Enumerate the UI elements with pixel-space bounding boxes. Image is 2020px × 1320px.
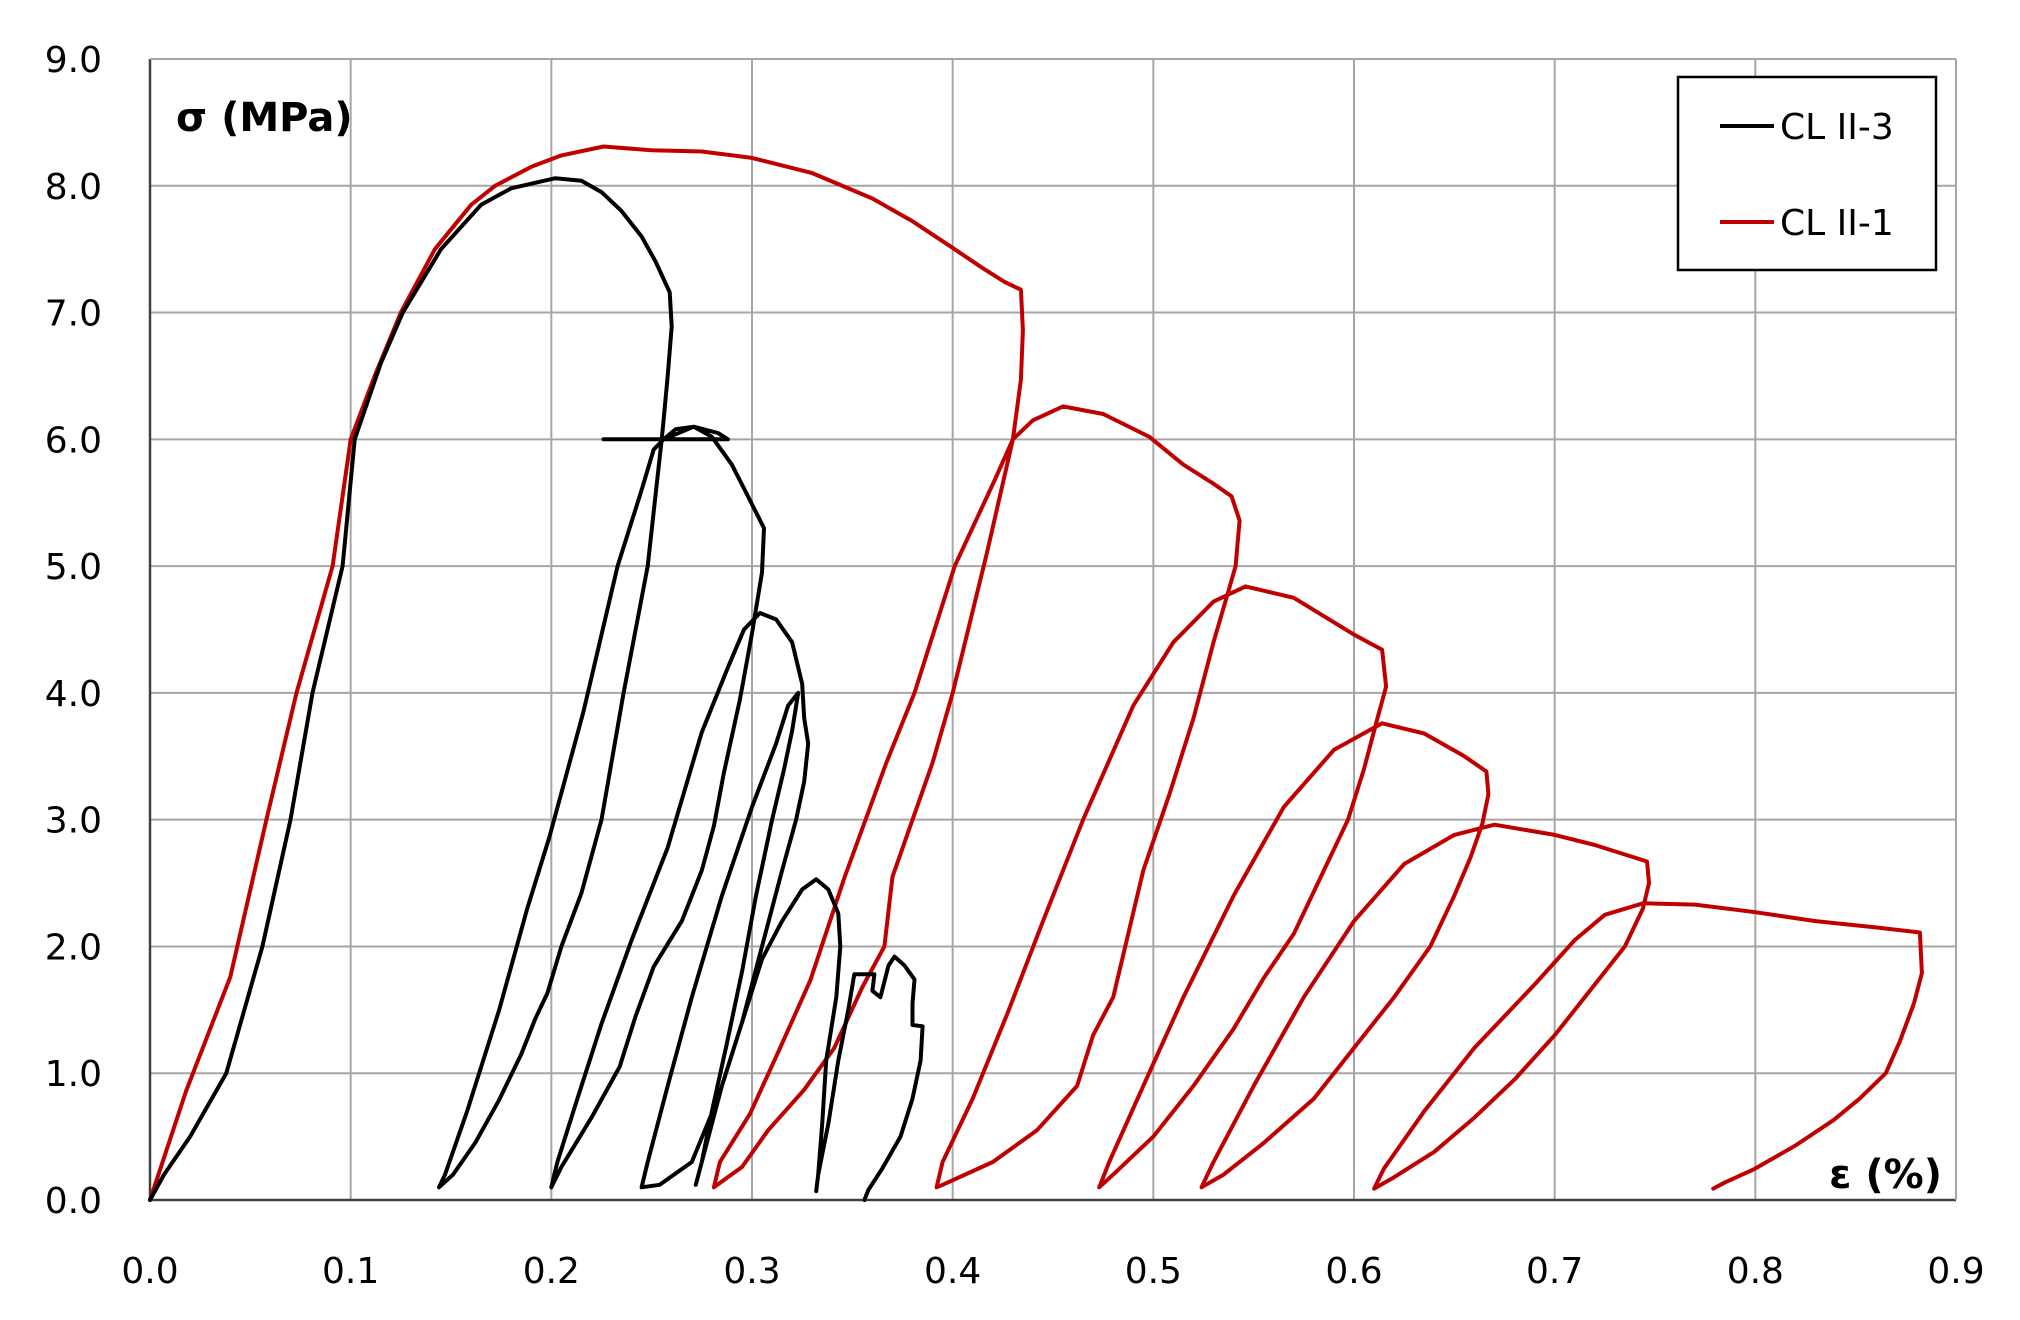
x-tick-label: 0.4 xyxy=(924,1251,981,1292)
x-tick-label: 0.7 xyxy=(1526,1251,1583,1292)
y-axis-title: σ (MPa) xyxy=(176,95,353,141)
x-axis-title: ε (%) xyxy=(1829,1152,1942,1198)
y-tick-label: 0.0 xyxy=(45,1181,102,1222)
y-tick-label: 2.0 xyxy=(45,927,102,968)
y-tick-label: 7.0 xyxy=(45,294,102,335)
y-tick-label: 1.0 xyxy=(45,1054,102,1095)
y-tick-label: 5.0 xyxy=(45,547,102,588)
legend-label-cl-ii-1: CL II-1 xyxy=(1780,203,1894,244)
x-tick-labels: 0.0 0.1 0.2 0.3 0.4 0.5 0.6 0.7 0.8 0.9 xyxy=(121,1251,1984,1292)
y-tick-label: 8.0 xyxy=(45,167,102,208)
x-tick-label: 0.9 xyxy=(1927,1251,1984,1292)
x-tick-label: 0.1 xyxy=(322,1251,379,1292)
y-tick-label: 9.0 xyxy=(45,40,102,81)
y-tick-labels: 0.0 1.0 2.0 3.0 4.0 5.0 6.0 7.0 8.0 9.0 xyxy=(45,40,102,1222)
legend: CL II-3 CL II-1 xyxy=(1676,75,1938,272)
series-layer xyxy=(148,144,1924,1202)
series-line-cl-ii-1 xyxy=(148,144,1924,1202)
x-tick-label: 0.8 xyxy=(1727,1251,1784,1292)
x-tick-label: 0.6 xyxy=(1325,1251,1382,1292)
x-tick-label: 0.0 xyxy=(121,1251,178,1292)
y-tick-label: 6.0 xyxy=(45,420,102,461)
legend-box xyxy=(1676,75,1938,272)
y-tick-label: 3.0 xyxy=(45,801,102,842)
grid-lines xyxy=(150,59,1956,1200)
x-tick-label: 0.3 xyxy=(723,1251,780,1292)
y-tick-label: 4.0 xyxy=(45,674,102,715)
x-tick-label: 0.2 xyxy=(523,1251,580,1292)
series-line-cl-ii-3 xyxy=(148,176,925,1202)
legend-label-cl-ii-3: CL II-3 xyxy=(1780,107,1894,148)
x-tick-label: 0.5 xyxy=(1125,1251,1182,1292)
